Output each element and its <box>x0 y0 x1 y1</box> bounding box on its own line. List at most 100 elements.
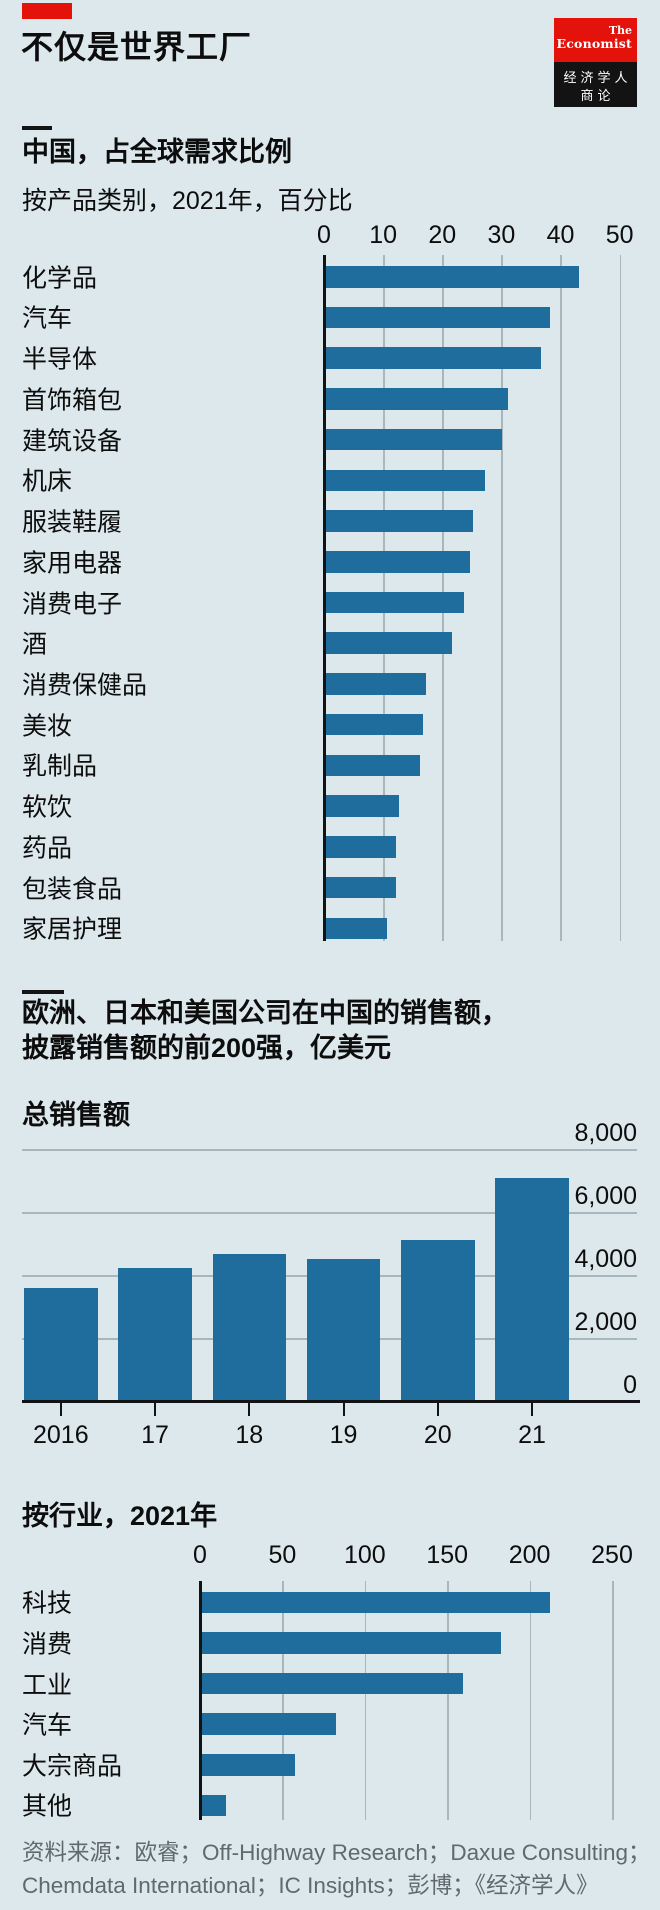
x-tick-mark <box>154 1403 157 1416</box>
gridline <box>501 255 503 941</box>
chart3-title: 按行业，2021年 <box>22 1501 218 1531</box>
x-tick-label: 200 <box>508 1541 551 1569</box>
category-label: 软饮 <box>22 793 73 822</box>
logo-text-shanglun: 商论 <box>580 88 615 103</box>
bar <box>325 510 473 532</box>
x-tick-label: 100 <box>343 1541 386 1569</box>
bar <box>325 673 426 695</box>
category-label: 首饰箱包 <box>22 386 123 415</box>
gridline <box>529 1581 532 1820</box>
logo-text-economist: Economist <box>556 36 632 51</box>
bar <box>325 917 388 940</box>
year-label: 20 <box>423 1421 452 1449</box>
source-line2: Chemdata International；IC Insights；彭博；《经… <box>22 1873 599 1898</box>
category-label: 美妆 <box>22 711 73 740</box>
gridline <box>560 255 562 941</box>
x-tick-label: 20 <box>428 221 457 249</box>
bar <box>24 1287 98 1401</box>
economist-logo-masthead: The Economist <box>554 18 637 62</box>
x-tick-label: 0 <box>317 221 331 249</box>
year-label: 19 <box>329 1421 358 1449</box>
x-tick-mark <box>342 1403 345 1416</box>
y-tick-label: 6,000 <box>574 1182 637 1211</box>
gridline <box>612 1581 614 1820</box>
category-label: 半导体 <box>22 345 98 374</box>
year-label: 17 <box>141 1421 169 1449</box>
x-tick-label: 50 <box>605 221 634 249</box>
gridline <box>22 1212 637 1214</box>
logo-text-the: The <box>608 24 632 37</box>
bar <box>325 795 399 817</box>
category-label: 其他 <box>22 1792 73 1821</box>
x-tick-label: 50 <box>268 1541 297 1569</box>
category-label: 科技 <box>22 1589 73 1618</box>
y-tick-label: 8,000 <box>574 1119 637 1148</box>
chart2-heading-line1: 欧洲、日本和美国公司在中国的销售额， <box>22 998 508 1028</box>
economist-logo: The Economist 经济学人 商论 <box>554 18 637 107</box>
gridline <box>282 1581 284 1820</box>
category-label: 乳制品 <box>22 752 98 781</box>
x-tick-label: 0 <box>193 1541 207 1569</box>
category-label: 汽车 <box>22 304 73 333</box>
y-axis-line <box>323 255 326 941</box>
bar <box>401 1239 475 1401</box>
economist-logo-chinese: 经济学人 商论 <box>554 62 637 107</box>
bar <box>325 306 550 329</box>
category-label: 服装鞋履 <box>22 508 123 537</box>
x-tick-mark <box>248 1403 251 1416</box>
red-tag <box>22 3 72 19</box>
bar <box>325 632 453 654</box>
category-label: 酒 <box>22 630 48 659</box>
category-label: 工业 <box>22 1670 73 1699</box>
y-tick-label: 0 <box>623 1371 637 1399</box>
category-label: 药品 <box>22 834 73 863</box>
bar <box>325 876 396 899</box>
category-label: 包装食品 <box>22 874 123 903</box>
x-tick-mark <box>59 1403 62 1416</box>
y-tick-label: 2,000 <box>574 1308 637 1337</box>
gridline <box>447 1581 449 1820</box>
bar <box>325 591 464 614</box>
bar <box>325 836 396 858</box>
category-label: 家用电器 <box>22 549 123 578</box>
category-label: 汽车 <box>22 1711 73 1740</box>
category-label: 家居护理 <box>22 915 123 944</box>
bar <box>201 1672 464 1695</box>
source-line1: 资料来源：欧睿；Off-Highway Research；Daxue Consu… <box>22 1840 651 1865</box>
year-label: 18 <box>235 1421 264 1449</box>
x-tick-label: 250 <box>591 1541 633 1569</box>
y-tick-label: 4,000 <box>574 1245 637 1274</box>
bar <box>201 1632 501 1654</box>
gridline <box>364 1581 367 1820</box>
category-label: 机床 <box>22 467 73 496</box>
category-label: 消费 <box>22 1630 73 1659</box>
chart2-heading-line2: 披露销售额的前200强，亿美元 <box>22 1033 392 1063</box>
chart1-title: 中国，占全球需求比例 <box>22 137 292 167</box>
category-label: 化学品 <box>22 264 98 293</box>
bar <box>201 1591 551 1613</box>
bar <box>325 266 580 288</box>
x-tick-label: 150 <box>426 1541 469 1569</box>
gridline <box>22 1149 637 1151</box>
main-title: 不仅是世界工厂 <box>21 29 253 65</box>
bar <box>325 754 420 777</box>
bar <box>325 388 509 410</box>
source-note: 资料来源：欧睿；Off-Highway Research；Daxue Consu… <box>22 1836 651 1902</box>
bar <box>306 1258 381 1401</box>
y-axis-line <box>199 1581 202 1820</box>
bar <box>325 428 503 451</box>
category-label: 消费保健品 <box>22 671 148 700</box>
chart2-title: 总销售额 <box>22 1100 130 1130</box>
category-label: 消费电子 <box>22 589 123 618</box>
x-axis-line <box>22 1399 640 1403</box>
x-tick-label: 10 <box>369 221 398 249</box>
bar <box>325 713 423 736</box>
x-tick-mark <box>531 1403 534 1416</box>
section1-divider <box>22 126 52 130</box>
gridline <box>619 255 622 941</box>
chart1-subtitle: 按产品类别，2021年，百分比 <box>22 187 353 215</box>
logo-text-jingjixueren: 经济学人 <box>563 70 632 85</box>
x-tick-mark <box>436 1403 439 1416</box>
section2-divider <box>22 990 64 994</box>
